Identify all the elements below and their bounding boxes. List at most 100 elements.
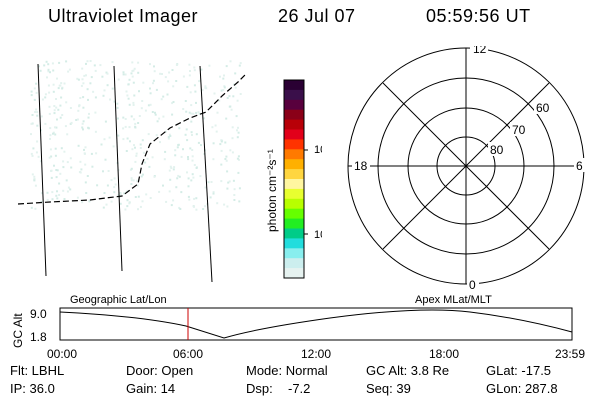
speckle-dot [197, 111, 200, 114]
speckle-dot [127, 97, 130, 100]
speckle-dot [188, 198, 191, 201]
speckle-dot [32, 147, 35, 150]
speckle-dot [158, 117, 161, 120]
speckle-dot [109, 98, 111, 101]
timeline-frame [59, 307, 573, 341]
speckle-dot [95, 152, 98, 155]
speckle-dot [126, 94, 129, 97]
speckle-dot [48, 112, 51, 115]
speckle-dot [154, 111, 156, 114]
polar-mlt-plot: 12 18 6 0 60 70 80 [340, 40, 590, 296]
speckle-dot [59, 84, 62, 87]
speckle-dot [58, 61, 61, 64]
meridian-line [113, 65, 123, 272]
speckle-dot [193, 164, 196, 166]
speckle-dot [235, 115, 238, 118]
speckle-dot [223, 86, 226, 89]
speckle-dot [134, 160, 137, 163]
x-tick-1200: 12:00 [301, 347, 331, 361]
speckle-dot [180, 155, 183, 158]
speckle-dot [60, 147, 63, 150]
speckle-dot [146, 157, 149, 160]
geographic-map [17, 60, 247, 283]
speckle-dot [194, 90, 197, 93]
speckle-dot [119, 192, 122, 195]
speckle-dot [54, 126, 56, 129]
speckle-dot [210, 181, 213, 183]
speckle-dot [70, 166, 73, 169]
speckle-dot [182, 75, 185, 78]
colorbar-stripe [284, 198, 304, 210]
speckle-dot [113, 100, 116, 103]
speckle-dot [225, 159, 228, 162]
speckle-dot [198, 80, 200, 83]
speckle-dot [69, 188, 72, 191]
speckle-dot [61, 87, 64, 90]
speckle-dot [193, 69, 196, 72]
lat-label-70: 70 [512, 123, 526, 137]
speckle-dot [127, 83, 130, 86]
dsp-label: Dsp: [246, 381, 273, 396]
speckle-dot [105, 71, 108, 74]
speckle-dot [62, 189, 65, 192]
speckle-dot [133, 144, 135, 147]
mlt-label-right: 6 [576, 159, 583, 173]
speckle-dot [152, 79, 155, 82]
speckle-dot [172, 85, 175, 88]
speckle-dot [222, 89, 225, 92]
speckle-dot [228, 95, 231, 98]
speckle-dot [119, 202, 122, 205]
colorbar-stripe [284, 109, 304, 121]
speckle-dot [89, 60, 92, 62]
speckle-dot [161, 73, 163, 75]
speckle-dot [186, 139, 189, 142]
speckle-dot [185, 110, 188, 113]
speckle-dot [53, 109, 56, 112]
speckle-dot [56, 77, 58, 80]
speckle-dot [83, 148, 85, 151]
speckle-dot [220, 149, 223, 152]
gain-field: Gain: 14 [126, 381, 176, 396]
speckle-dot [48, 156, 51, 159]
speckle-dot [104, 120, 107, 123]
polar-diagonal [382, 82, 550, 250]
speckle-dot [130, 115, 133, 118]
speckle-dot [79, 97, 82, 99]
speckle-dot [84, 146, 87, 149]
speckle-dot [64, 125, 67, 128]
y-tick-9: 9.0 [30, 307, 47, 321]
speckle-dot [31, 114, 34, 116]
polar-plot-svg: 12 18 6 0 60 70 80 [347, 40, 586, 292]
speckle-dot [225, 65, 228, 68]
speckle-dot [200, 144, 202, 147]
speckle-dot [79, 160, 82, 163]
speckle-dot [222, 77, 225, 80]
speckle-dot [110, 200, 113, 203]
x-tick-1800: 18:00 [429, 347, 459, 361]
speckle-dot [82, 120, 85, 123]
speckle-dot [59, 104, 62, 107]
speckle-dot [204, 205, 207, 208]
speckle-dot [149, 87, 151, 90]
speckle-dot [82, 82, 85, 85]
speckle-dot [174, 154, 177, 157]
speckle-dot [77, 78, 80, 81]
speckle-dot [92, 90, 95, 93]
speckle-dot [237, 171, 240, 174]
speckle-dot [104, 158, 107, 161]
speckle-dot [182, 148, 184, 151]
speckle-dot [178, 127, 181, 130]
speckle-dot [124, 73, 127, 76]
speckle-dot [176, 177, 179, 180]
speckle-dot [159, 72, 162, 75]
speckle-dot [232, 95, 235, 98]
speckle-dot [62, 166, 65, 169]
speckle-dot [128, 103, 131, 106]
speckle-dot [35, 91, 38, 94]
speckle-dot [111, 87, 114, 90]
mlt-label-bottom: 0 [469, 278, 476, 291]
colorbar-stripe [284, 89, 304, 101]
speckle-dot [233, 194, 236, 196]
speckle-dot [188, 111, 191, 114]
meridian-line [199, 65, 213, 283]
